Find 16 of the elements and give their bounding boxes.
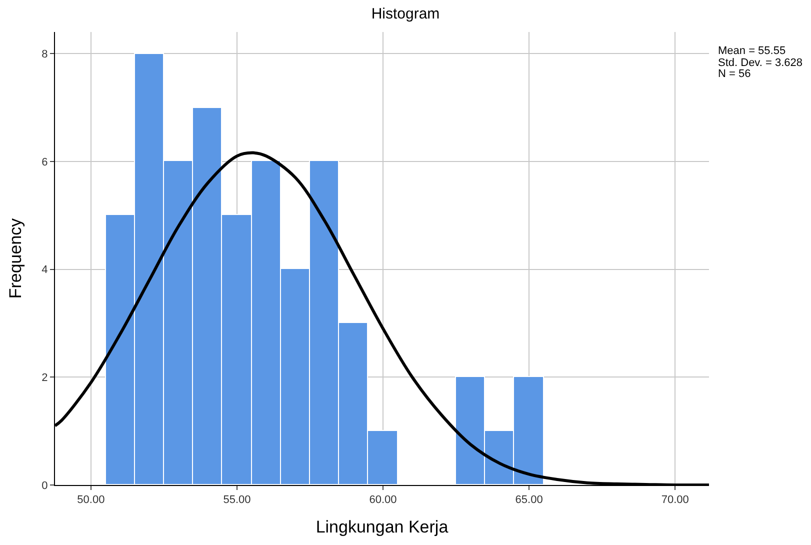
y-axis-title: Frequency xyxy=(6,218,26,299)
x-axis-title: Lingkungan Kerja xyxy=(316,518,449,537)
y-tick-label: 2 xyxy=(42,372,48,384)
x-tick-label: 50.00 xyxy=(77,494,105,506)
y-tick-label: 8 xyxy=(42,48,48,60)
y-tick-label: 4 xyxy=(42,264,48,276)
text: Std. Dev. = 3.628 xyxy=(718,57,802,69)
x-tick-label: 55.00 xyxy=(223,494,251,506)
y-tick-label: 6 xyxy=(42,156,48,168)
text: Mean = 55.55 xyxy=(718,45,786,57)
x-tick-label: 70.00 xyxy=(661,494,689,506)
y-tick-label: 0 xyxy=(42,480,48,492)
x-tick-label: 65.00 xyxy=(515,494,543,506)
chart-title: Histogram xyxy=(371,6,440,23)
x-tick-label: 60.00 xyxy=(369,494,397,506)
text: N = 56 xyxy=(718,68,751,80)
